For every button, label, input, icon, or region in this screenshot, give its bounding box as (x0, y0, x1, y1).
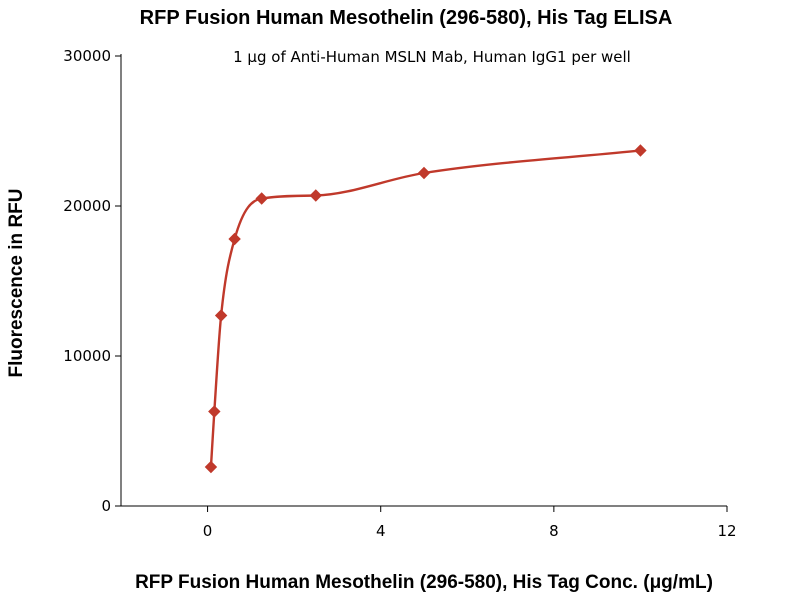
x-tick-label: 4 (376, 522, 386, 540)
y-tick-label: 30000 (63, 47, 111, 65)
data-point-marker (204, 460, 218, 474)
chart-subtitle: 1 μg of Anti-Human MSLN Mab, Human IgG1 … (233, 48, 631, 66)
y-tick-label: 10000 (63, 347, 111, 365)
chart-title: RFP Fusion Human Mesothelin (296-580), H… (140, 7, 673, 29)
data-point-marker (417, 166, 431, 180)
data-point-marker (228, 232, 241, 246)
y-axis-ticks: 0 10000 20000 30000 (63, 47, 121, 515)
data-point-marker (309, 189, 322, 202)
y-tick-label: 0 (101, 497, 111, 515)
x-axis-ticks: 0 4 8 12 (203, 506, 737, 540)
y-axis-label: Fluorescence in RFU (6, 189, 27, 378)
x-tick-label: 0 (203, 522, 213, 540)
data-point-marker (208, 405, 221, 418)
x-axis-label: RFP Fusion Human Mesothelin (296-580), H… (135, 572, 713, 593)
data-point-marker (214, 309, 228, 322)
fit-curve (209, 149, 641, 468)
data-points (204, 144, 647, 474)
data-point-marker (255, 192, 268, 205)
x-tick-label: 12 (717, 522, 736, 540)
x-tick-label: 8 (549, 522, 559, 540)
y-tick-label: 20000 (63, 197, 111, 215)
data-point-marker (634, 144, 647, 157)
